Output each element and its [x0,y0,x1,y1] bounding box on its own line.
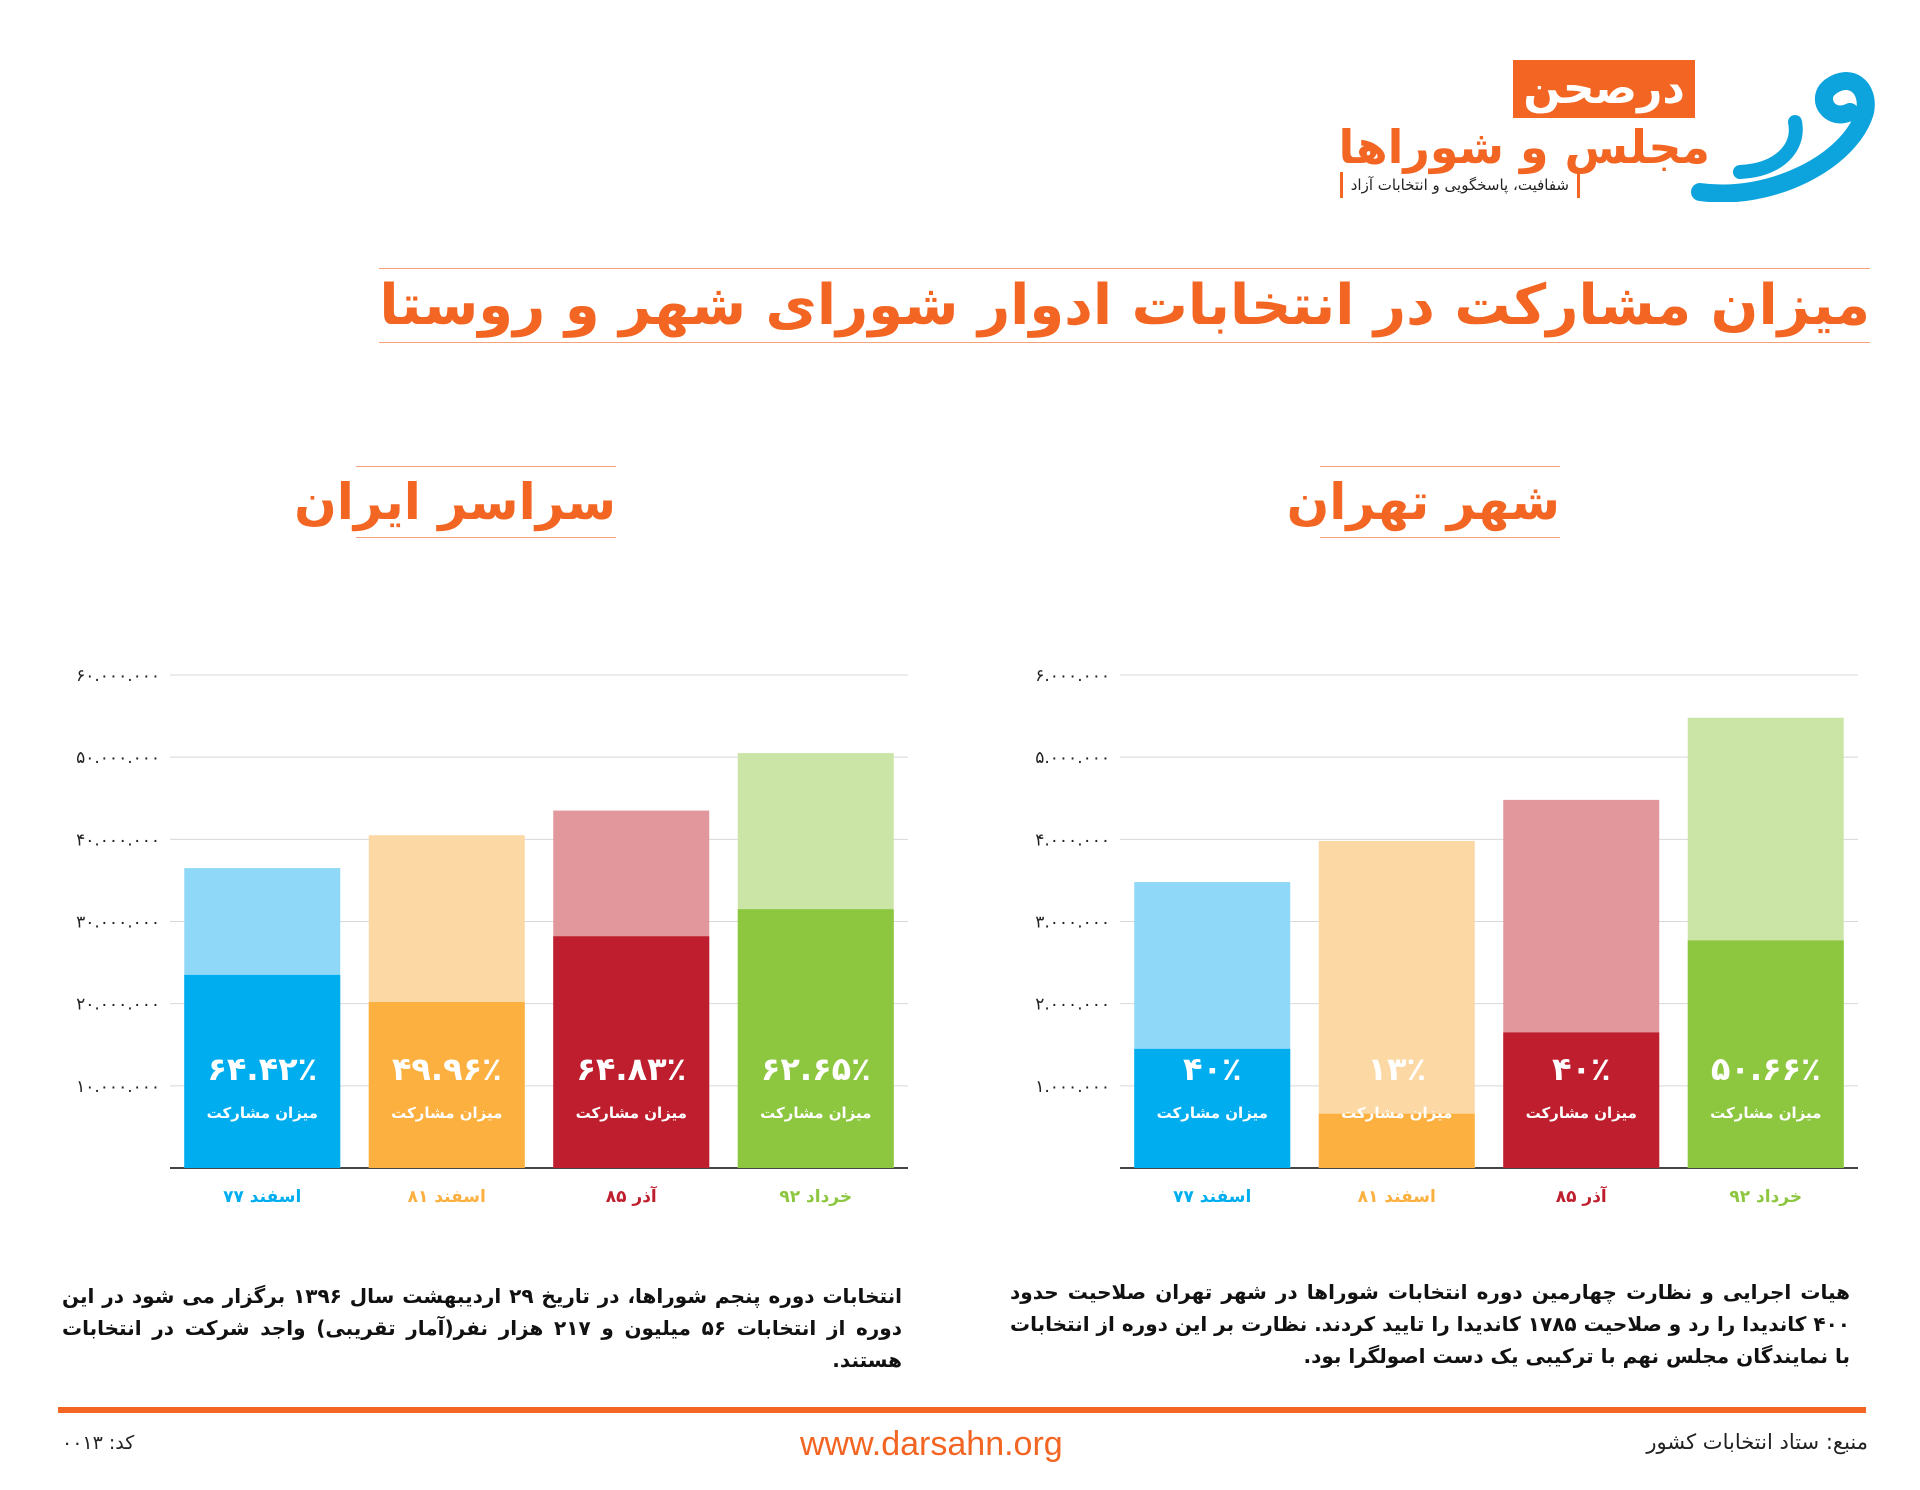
y-tick-label: ۵۰.۰۰۰.۰۰۰ [76,748,160,768]
voters-bar [184,974,341,1168]
y-tick-label: ۲.۰۰۰.۰۰۰ [1035,995,1110,1015]
y-tick-label: ۶۰.۰۰۰.۰۰۰ [76,666,160,686]
logo-swoosh-icon [1691,72,1875,202]
chart-iran: ۱۰.۰۰۰.۰۰۰ ۲۰.۰۰۰.۰۰۰ ۳۰.۰۰۰.۰۰۰ ۴۰.۰۰۰.۰۰۰… [76,666,908,1207]
turnout-caption: میزان مشارکت [1526,1104,1637,1122]
logo-brand: درصحن [1513,60,1695,118]
y-tick-label: ۳.۰۰۰.۰۰۰ [1035,913,1110,933]
voters-bar [1318,1113,1475,1168]
note-tehran: هیات اجرایی و نظارت چهارمین دوره انتخابا… [1010,1280,1850,1368]
footer-rule [58,1407,1866,1413]
logo-subtitle: مجلس و شوراها [1338,120,1710,174]
turnout-label: ۴۰٪ [1183,1050,1242,1088]
logo: درصحن مجلس و شوراها شفافیت، پاسخگویی و ا… [1338,52,1880,222]
voters-bar [553,936,710,1168]
footer-source: منبع: ستاد انتخابات کشور [1646,1430,1868,1454]
turnout-caption: میزان مشارکت [576,1104,687,1122]
turnout-caption: میزان مشارکت [760,1104,871,1122]
y-tick-label: ۵.۰۰۰.۰۰۰ [1035,748,1110,768]
voters-bar [368,1002,525,1168]
turnout-label: ۱۳٪ [1367,1050,1426,1088]
y-tick-label: ۱۰.۰۰۰.۰۰۰ [76,1077,160,1097]
page-title: میزان مشارکت در انتخابات ادوار شورای شهر… [379,268,1870,343]
turnout-caption: میزان مشارکت [207,1104,318,1122]
category-label: اسفند ۸۱ [408,1187,486,1207]
turnout-caption: میزان مشارکت [1341,1104,1452,1122]
category-label: اسفند ۷۷ [223,1187,301,1207]
y-tick-label: ۳۰.۰۰۰.۰۰۰ [76,913,160,933]
voters-bar [1134,1048,1291,1168]
y-tick-label: ۶.۰۰۰.۰۰۰ [1035,666,1110,686]
category-label: اسفند ۷۷ [1173,1187,1251,1207]
category-label: خرداد ۹۲ [1729,1187,1802,1207]
turnout-label: ۶۴.۴۲٪ [207,1050,317,1088]
eligible-bar [1318,840,1475,1168]
category-label: آذر ۸۵ [1556,1185,1608,1207]
chart-title-iran: سراسر ایران [294,466,616,538]
logo-tagline: شفافیت، پاسخگویی و انتخابات آزاد [1339,172,1580,198]
voters-bar [1687,940,1844,1168]
category-label: اسفند ۸۱ [1358,1187,1436,1207]
chart-title-tehran: شهر تهران [1287,466,1560,538]
note-iran: انتخابات دوره پنجم شوراها، در تاریخ ۲۹ ا… [62,1284,903,1372]
turnout-label: ۵۰.۶۶٪ [1711,1050,1821,1088]
turnout-label: ۴۹.۹۶٪ [392,1050,502,1088]
category-label: خرداد ۹۲ [779,1187,852,1207]
turnout-caption: میزان مشارکت [1710,1104,1821,1122]
footer-code: کد: ۰۰۱۳ [62,1432,135,1454]
voters-bar [1503,1032,1660,1168]
voters-bar [737,909,894,1168]
turnout-label: ۴۰٪ [1552,1050,1611,1088]
turnout-label: ۶۴.۸۳٪ [576,1050,686,1088]
category-label: آذر ۸۵ [606,1185,658,1207]
y-tick-label: ۴۰.۰۰۰.۰۰۰ [76,830,160,850]
y-tick-label: ۴.۰۰۰.۰۰۰ [1035,830,1110,850]
y-tick-label: ۱.۰۰۰.۰۰۰ [1035,1077,1110,1097]
y-tick-label: ۲۰.۰۰۰.۰۰۰ [76,995,160,1015]
turnout-label: ۶۲.۶۵٪ [761,1050,871,1088]
chart-tehran: ۱.۰۰۰.۰۰۰ ۲.۰۰۰.۰۰۰ ۳.۰۰۰.۰۰۰ ۴.۰۰۰.۰۰۰ ۵.۰۰… [1035,666,1858,1207]
footer-url-link[interactable]: www.darsahn.org [800,1425,1063,1463]
turnout-caption: میزان مشارکت [1157,1104,1268,1122]
turnout-caption: میزان مشارکت [391,1104,502,1122]
